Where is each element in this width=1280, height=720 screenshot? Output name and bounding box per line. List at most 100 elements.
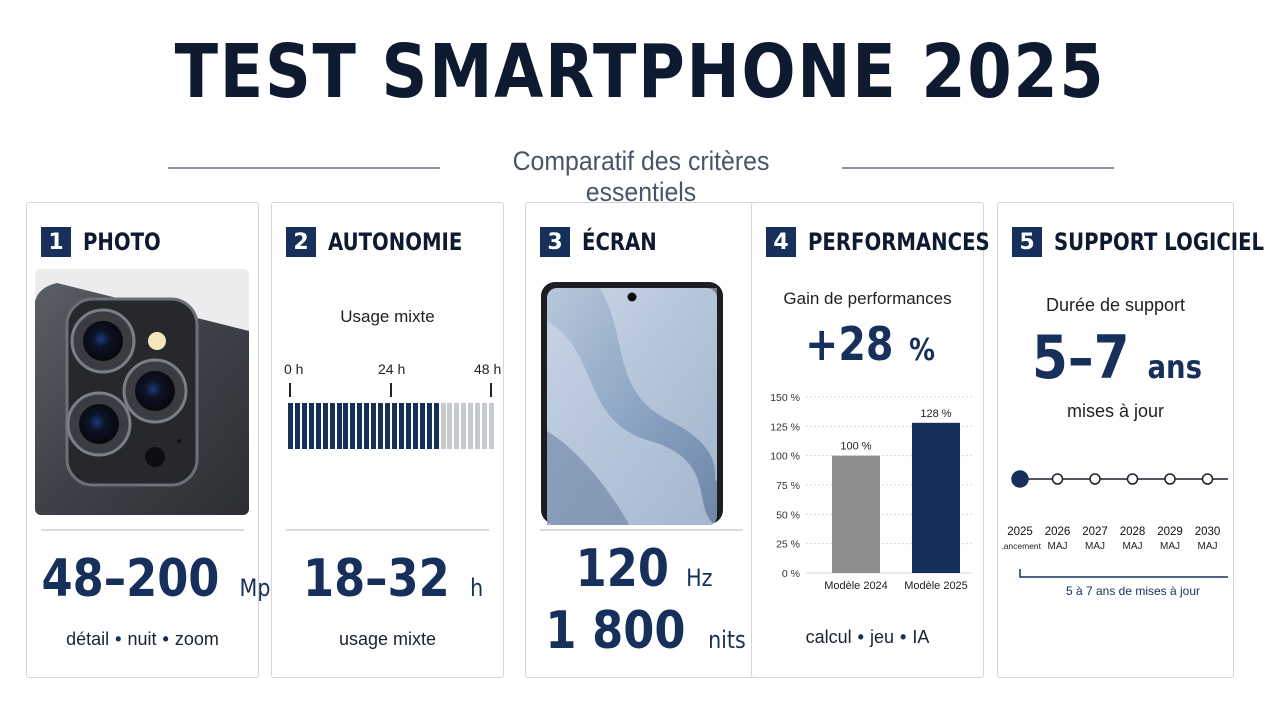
card-performances-header: 4 PERFORMANCES <box>766 225 1030 259</box>
battery-segment-filled <box>433 403 439 449</box>
battery-segment-filled <box>419 403 425 449</box>
timeline-year: 2025 <box>1007 526 1033 538</box>
subtitle-divider-left <box>168 167 440 169</box>
chart-y-tick-label: 75 % <box>776 480 800 492</box>
chart-data-label: 100 % <box>840 441 871 453</box>
gain-label: Gain de performances <box>783 289 952 308</box>
card-autonomie-header: 2 AUTONOMIE <box>286 225 492 259</box>
battery-caption: usage mixte <box>338 629 437 649</box>
refresh-rate-unit: Hz <box>686 564 713 592</box>
refresh-rate-value: 120 <box>575 539 670 599</box>
card-ecran-header: 3 ÉCRAN <box>540 225 673 259</box>
battery-segment-empty <box>440 403 446 449</box>
brightness-unit: nits <box>707 626 746 654</box>
battery-duration: 18–32 h <box>272 549 503 609</box>
battery-segment-filled <box>385 403 391 449</box>
battery-segment-filled <box>329 403 335 449</box>
battery-segment-filled <box>294 403 300 449</box>
battery-segment-filled <box>371 403 377 449</box>
card-number-badge: 3 <box>540 227 570 257</box>
tag: zoom <box>174 629 219 649</box>
scale-tick <box>490 383 492 397</box>
card-support-header: 5 SUPPORT LOGICIEL <box>1012 225 1280 259</box>
battery-segment-empty <box>461 403 467 449</box>
photo-resolution: 48–200 Mpx <box>27 549 282 609</box>
timeline-year: 2029 <box>1157 526 1183 538</box>
battery-segment-filled <box>412 403 418 449</box>
chart-y-tick-label: 150 % <box>770 392 800 404</box>
battery-segment-filled <box>378 403 384 449</box>
chart-category-label: Modèle 2025 <box>904 580 968 592</box>
battery-bar <box>288 403 496 449</box>
usage-label: Usage mixte <box>340 307 435 326</box>
chart-data-label: 128 % <box>920 408 951 420</box>
battery-segment-filled <box>398 403 404 449</box>
battery-segment-filled <box>392 403 397 449</box>
brightness: 1 800 nits <box>526 601 757 661</box>
timeline-sublabel: MAJ <box>1160 541 1180 552</box>
battery-segment-filled <box>364 403 370 449</box>
card-divider <box>286 529 489 531</box>
timeline-sublabel: MAJ <box>1085 541 1105 552</box>
page-subtitle: Comparatif des critères essentiels <box>512 146 770 207</box>
card-title: PERFORMANCES <box>808 228 990 256</box>
timeline-update-marker <box>1201 473 1214 485</box>
subtitle-divider-right <box>842 167 1114 169</box>
battery-segment-filled <box>357 403 363 449</box>
card-support-logiciel: 5 SUPPORT LOGICIEL Durée de support 5–7 … <box>997 202 1264 678</box>
battery-segment-empty <box>475 403 481 449</box>
card-ecran: 3 ÉCRAN 120 Hz 1 800 nits <box>525 202 758 678</box>
tag: nuit <box>127 629 157 649</box>
chart-y-tick-label: 0 % <box>782 568 800 580</box>
chart-y-tick-label: 100 % <box>770 451 800 463</box>
battery-segment-filled <box>322 403 328 449</box>
battery-segment-filled <box>308 403 314 449</box>
timeline-range-label: 5 à 7 ans de mises à jour <box>1066 584 1200 598</box>
timeline-range-bracket <box>1019 569 1228 578</box>
battery-duration-value: 18–32 <box>302 549 450 609</box>
chart-y-tick-label: 25 % <box>776 539 800 551</box>
card-title: AUTONOMIE <box>328 228 463 256</box>
card-number-badge: 2 <box>286 227 316 257</box>
gain-value-block: +28 % <box>752 317 983 371</box>
photo-resolution-value: 48–200 <box>41 549 220 609</box>
support-duration-label: Durée de support <box>1045 295 1186 315</box>
card-title: SUPPORT LOGICIEL <box>1054 228 1265 256</box>
scale-tick <box>289 383 291 397</box>
battery-segment-empty <box>447 403 453 449</box>
card-divider <box>41 529 244 531</box>
battery-segment-empty <box>482 403 488 449</box>
subtitle-row: Comparatif des critères essentiels <box>168 146 1114 207</box>
battery-segment-filled <box>315 403 321 449</box>
card-title: PHOTO <box>83 228 161 256</box>
timeline-update-marker <box>1164 473 1176 485</box>
timeline-update-marker <box>1051 473 1064 485</box>
camera-module-icon <box>35 269 249 515</box>
battery-segment-empty <box>454 403 460 449</box>
battery-duration-unit: h <box>470 574 484 602</box>
card-photo: 1 PHOTO 48–200 Mpx détail • nuit • zoom <box>26 202 283 678</box>
chart-bar <box>912 422 960 573</box>
card-title: ÉCRAN <box>582 228 657 256</box>
scale-tick <box>390 383 392 397</box>
timeline-sublabel: MAJ <box>1048 541 1068 552</box>
chart-category-label: Modèle 2024 <box>824 580 888 592</box>
card-performances: 4 PERFORMANCES Gain de performances +28 … <box>751 202 990 678</box>
updates-label: mises à jour <box>1066 401 1165 421</box>
scale-label-48h: 48 h <box>474 361 502 377</box>
support-duration: 5–7 ans <box>998 323 1233 393</box>
timeline-sublabel: Lancement <box>1002 541 1042 551</box>
card-photo-header: 1 PHOTO <box>41 225 178 259</box>
battery-segment-filled <box>301 403 307 449</box>
battery-segment-empty <box>489 403 495 449</box>
timeline-launch-marker <box>1011 470 1029 488</box>
timeline-update-marker <box>1089 473 1101 485</box>
gain-value: +28 <box>805 317 894 371</box>
scale-label-24h: 24 h <box>378 361 406 377</box>
tag: jeu <box>869 627 895 647</box>
timeline-year: 2030 <box>1195 526 1221 538</box>
support-duration-unit: ans <box>1147 348 1203 386</box>
support-duration-value: 5–7 <box>1032 323 1130 393</box>
timeline-year: 2027 <box>1082 526 1108 538</box>
